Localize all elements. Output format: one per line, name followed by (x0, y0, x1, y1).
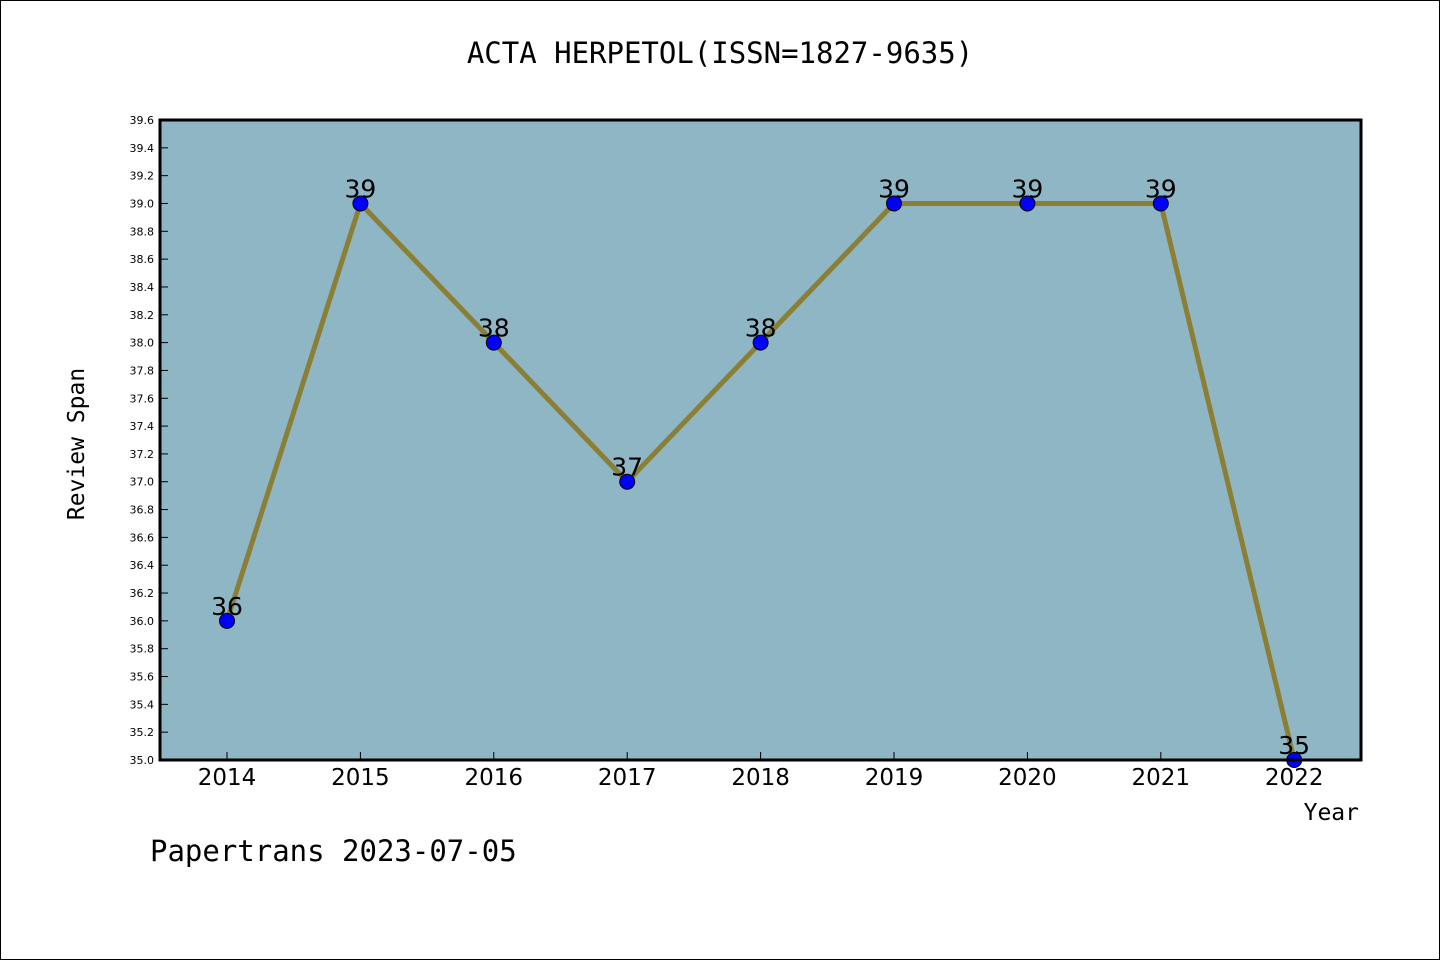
x-axis-ticks: 2014 2015 2016 2017 2018 2019 2020 2021 2022 (198, 752, 1324, 791)
x-tick-label: 2019 (865, 765, 924, 791)
data-label: 39 (1011, 174, 1043, 203)
x-tick-label: 2014 (198, 765, 257, 791)
data-label: 39 (1145, 174, 1177, 203)
y-tick-label: 39.2 (130, 170, 155, 183)
x-tick-label: 2022 (1265, 765, 1324, 791)
data-point (1019, 195, 1036, 212)
y-tick-label: 39.6 (130, 114, 155, 127)
series-markers (219, 195, 1303, 768)
y-tick-label: 35.6 (130, 671, 155, 684)
plot-border (158, 118, 1363, 762)
data-label: 39 (878, 174, 910, 203)
y-tick-label: 36.0 (130, 615, 155, 628)
y-tick-label: 36.8 (130, 504, 155, 517)
y-tick-label: 35.0 (130, 754, 155, 767)
y-axis-ticks: 35.0 35.2 35.4 35.6 35.8 36.0 36.2 36.4 36.6 36.8… (130, 114, 168, 767)
data-label: 38 (478, 314, 510, 343)
y-tick-label: 37.0 (130, 476, 155, 489)
x-tick-label: 2017 (598, 765, 657, 791)
y-tick-label: 38.4 (130, 281, 155, 294)
data-point (352, 195, 369, 212)
y-tick-label: 36.6 (130, 531, 155, 544)
data-point (752, 334, 769, 351)
footer-stamp: Papertrans 2023-07-05 (150, 834, 517, 868)
y-tick-label: 39.0 (130, 197, 155, 210)
x-tick-label: 2016 (465, 765, 524, 791)
y-tick-label: 38.6 (130, 253, 155, 266)
y-tick-label: 37.6 (130, 392, 155, 405)
x-axis-label: Year (1304, 800, 1359, 826)
y-tick-label: 35.4 (130, 698, 155, 711)
y-tick-label: 37.2 (130, 448, 155, 461)
data-label: 37 (611, 453, 643, 482)
data-point (619, 473, 636, 490)
data-point (485, 334, 502, 351)
y-tick-label: 35.8 (130, 643, 155, 656)
y-tick-label: 36.2 (130, 587, 155, 600)
data-label: 36 (211, 592, 243, 621)
data-label: 38 (745, 314, 777, 343)
data-point (219, 612, 235, 629)
data-point (886, 195, 902, 212)
y-axis-label: Review Span (64, 368, 90, 520)
y-tick-label: 36.4 (130, 559, 155, 572)
y-tick-label: 39.4 (130, 142, 155, 155)
x-tick-label: 2020 (998, 765, 1057, 791)
x-tick-label: 2018 (731, 765, 790, 791)
x-tick-label: 2015 (331, 765, 390, 791)
data-point (1152, 195, 1169, 212)
y-tick-label: 35.2 (130, 726, 155, 739)
plot-area (160, 120, 1361, 760)
y-tick-label: 38.2 (130, 309, 155, 322)
x-tick-label: 2021 (1132, 765, 1191, 791)
data-label: 35 (1278, 731, 1310, 760)
chart-title: ACTA HERPETOL(ISSN=1827-9635) (466, 36, 974, 70)
data-label: 39 (344, 174, 376, 203)
y-tick-label: 38.0 (130, 337, 155, 350)
y-tick-label: 37.8 (130, 364, 155, 377)
y-tick-label: 37.4 (130, 420, 155, 433)
y-tick-label: 38.8 (130, 225, 155, 238)
data-labels: 36 39 38 37 38 39 39 39 35 (211, 174, 1310, 760)
